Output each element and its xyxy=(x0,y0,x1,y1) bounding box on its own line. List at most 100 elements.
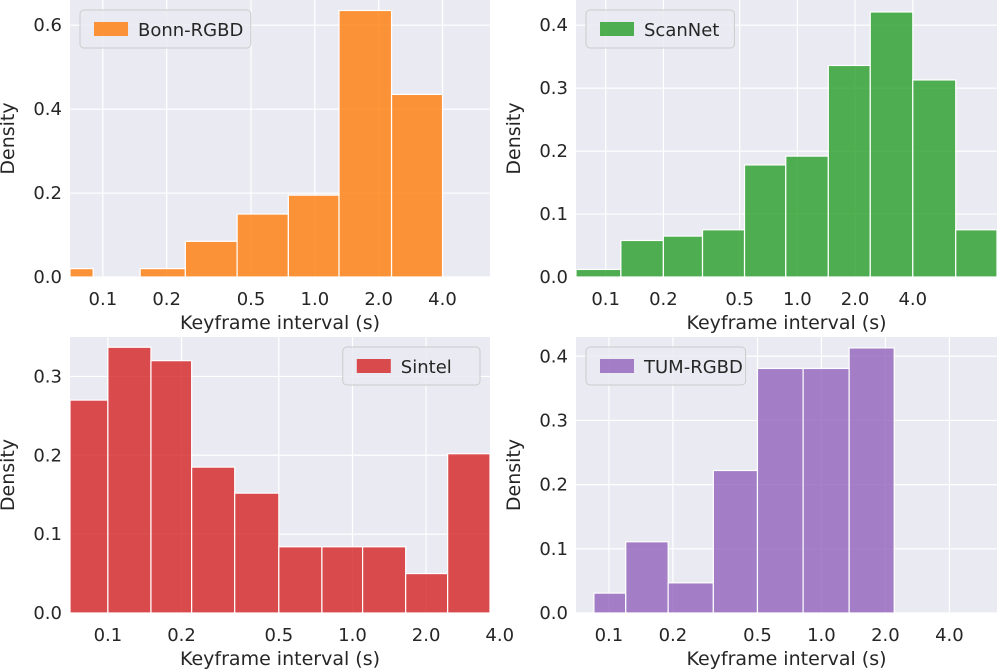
histogram-bar xyxy=(785,155,829,278)
histogram-bar xyxy=(191,466,236,614)
y-tick-label: 0.2 xyxy=(33,445,62,466)
legend-swatch xyxy=(356,359,391,373)
legend-label: TUM-RGBD xyxy=(643,357,743,378)
y-tick-label: 0.6 xyxy=(33,15,62,36)
legend-swatch xyxy=(94,22,128,36)
legend-swatch xyxy=(600,359,634,373)
y-tick-label: 0.0 xyxy=(539,267,568,288)
y-tick-label: 0.0 xyxy=(33,603,62,624)
y-axis-label: Density xyxy=(503,102,525,174)
legend-box xyxy=(585,346,747,386)
y-tick-label: 0.0 xyxy=(539,603,568,624)
histogram-bar xyxy=(150,360,193,614)
y-tick-label: 0.3 xyxy=(33,366,62,387)
histogram-bar xyxy=(620,239,664,278)
histogram-bar xyxy=(827,64,871,278)
x-tick-label: 0.5 xyxy=(725,289,754,310)
x-tick-label: 0.2 xyxy=(152,289,181,310)
histogram-bar xyxy=(278,546,323,614)
histogram-bar xyxy=(593,592,627,614)
legend-box xyxy=(342,346,481,386)
chart-panel-0: 0.1 0.2 0.5 1.0 2.0 4.0 0.0 0.2 0.4 0.6 Keyframe i… xyxy=(0,0,490,334)
legend: ScanNet xyxy=(585,9,735,49)
histogram-bar xyxy=(321,546,364,614)
histogram-bar xyxy=(912,79,957,278)
x-tick-label: 1.0 xyxy=(783,289,812,310)
histogram-bar xyxy=(447,453,491,614)
bars xyxy=(69,346,491,614)
y-tick-label: 0.2 xyxy=(539,141,568,162)
y-tick-label: 0.3 xyxy=(539,78,568,99)
histogram-bar xyxy=(575,268,622,278)
histogram-bar xyxy=(662,235,704,278)
y-axis-label: Density xyxy=(0,439,19,511)
histogram-bar xyxy=(712,469,759,614)
x-tick-label: 2.0 xyxy=(841,289,870,310)
y-tick-label: 0.1 xyxy=(539,204,568,225)
histogram-bar xyxy=(625,541,669,614)
x-tick-label: 0.2 xyxy=(167,625,196,646)
y-tick-label: 0.0 xyxy=(33,267,62,288)
legend: Sintel xyxy=(342,346,481,386)
histogram-bar xyxy=(701,229,746,278)
histogram-bar xyxy=(287,194,340,278)
histogram-bar xyxy=(869,11,914,278)
x-tick-label: 0.2 xyxy=(649,289,678,310)
y-axis-label: Density xyxy=(503,439,525,511)
histogram-bar xyxy=(69,268,94,278)
x-tick-label: 0.1 xyxy=(89,289,118,310)
y-tick-label: 0.2 xyxy=(33,183,62,204)
legend-box xyxy=(79,9,252,49)
legend-label: Sintel xyxy=(401,357,452,378)
y-tick-label: 0.2 xyxy=(539,475,568,496)
x-tick-label: 0.1 xyxy=(94,625,123,646)
legend-label: ScanNet xyxy=(644,20,719,41)
x-tick-label: 0.5 xyxy=(237,289,266,310)
histogram-bar xyxy=(107,346,152,614)
x-axis-label: Keyframe interval (s) xyxy=(180,648,380,670)
histogram-bar xyxy=(236,213,289,278)
x-tick-label: 0.1 xyxy=(595,625,624,646)
x-tick-label: 2.0 xyxy=(412,625,441,646)
x-tick-label: 4.0 xyxy=(898,289,927,310)
legend: TUM-RGBD xyxy=(585,346,747,386)
chart-panel-3: 0.1 0.2 0.5 1.0 2.0 4.0 0.0 0.1 0.2 0.3 0.4 Keyfram… xyxy=(503,337,997,670)
y-tick-label: 0.4 xyxy=(539,346,568,367)
bars xyxy=(69,9,444,278)
y-tick-label: 0.1 xyxy=(33,524,62,545)
y-axis-label: Density xyxy=(0,102,19,174)
bars xyxy=(575,11,997,278)
histogram-bar xyxy=(234,492,280,614)
x-tick-label: 0.2 xyxy=(659,625,688,646)
y-tick-label: 0.3 xyxy=(539,410,568,431)
chart-panel-2: 0.1 0.2 0.5 1.0 2.0 4.0 0.0 0.1 0.2 0.3 Keyframe i… xyxy=(0,337,514,670)
x-tick-label: 2.0 xyxy=(364,289,393,310)
legend-swatch xyxy=(600,22,634,36)
chart-panel-1: 0.1 0.2 0.5 1.0 2.0 4.0 0.0 0.1 0.2 0.3 0.4 Keyfram… xyxy=(503,0,997,334)
x-tick-label: 2.0 xyxy=(871,625,900,646)
histogram-bar xyxy=(848,347,895,614)
legend-label: Bonn-RGBD xyxy=(138,20,243,41)
histogram-bar xyxy=(405,572,449,614)
histogram-bar xyxy=(955,229,997,278)
x-axis-label: Keyframe interval (s) xyxy=(180,312,380,334)
histogram-bar xyxy=(390,93,444,278)
histogram-bar xyxy=(338,9,393,278)
x-tick-label: 0.1 xyxy=(591,289,620,310)
y-tick-label: 0.1 xyxy=(539,539,568,560)
bars xyxy=(593,347,895,614)
x-axis-label: Keyframe interval (s) xyxy=(686,648,886,670)
histogram-bar xyxy=(756,367,804,614)
x-axis-label: Keyframe interval (s) xyxy=(686,312,886,334)
x-tick-label: 4.0 xyxy=(485,625,514,646)
histogram-bar xyxy=(743,164,787,278)
x-tick-label: 1.0 xyxy=(301,289,330,310)
legend-box xyxy=(585,9,735,49)
histogram-bar xyxy=(69,399,109,614)
histogram-bar xyxy=(139,268,186,278)
histogram-bar xyxy=(802,367,850,614)
x-tick-label: 0.5 xyxy=(743,625,772,646)
histogram-bar xyxy=(667,582,714,614)
x-tick-label: 0.5 xyxy=(265,625,294,646)
